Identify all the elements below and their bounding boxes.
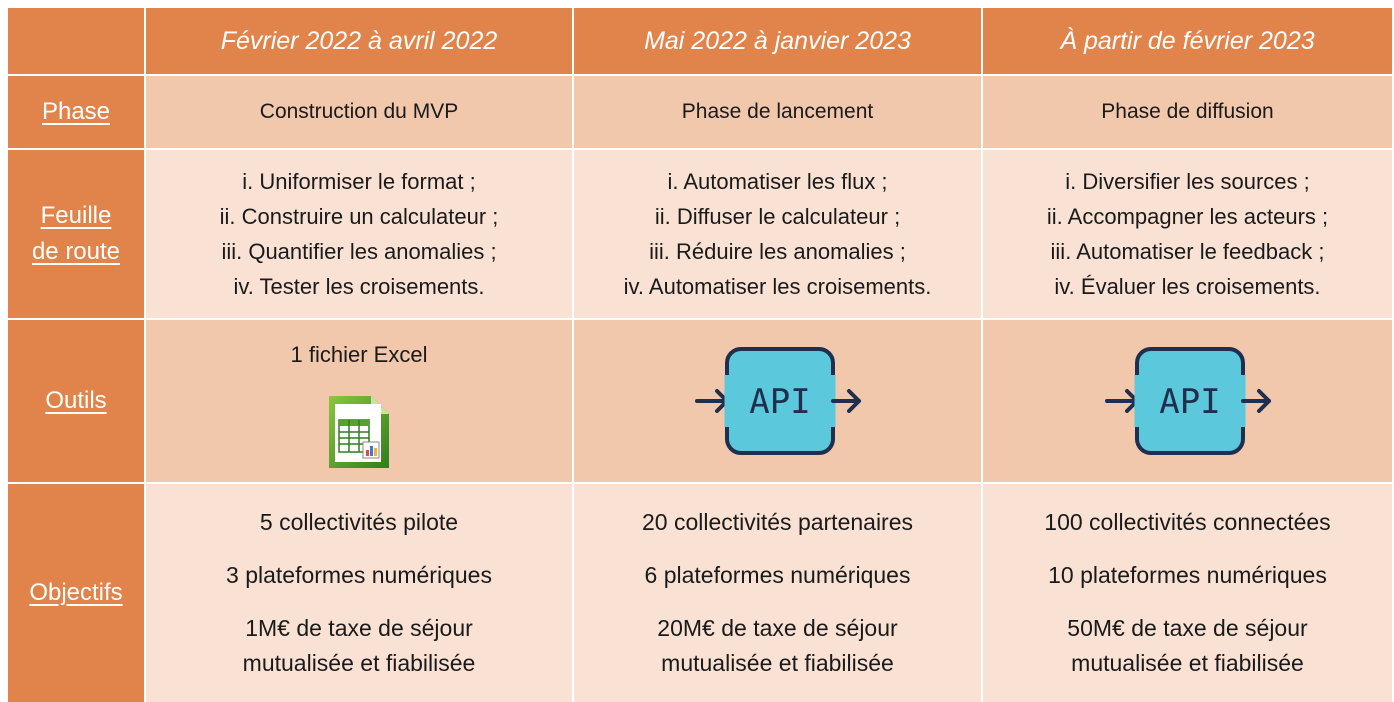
roadmap-item: i. Uniformiser le format ; — [242, 169, 476, 194]
objective-tax-line2: mutualisée et fiabilisée — [242, 650, 476, 676]
row-label-tools-text: Outils — [45, 387, 107, 414]
header-period-3: À partir de février 2023 — [983, 8, 1392, 74]
objective-platforms: 6 plateformes numériques — [644, 562, 911, 588]
roadmap-item: ii. Construire un calculateur ; — [219, 204, 499, 229]
row-label-tools: Outils — [8, 320, 144, 482]
api-text: API — [749, 382, 810, 422]
objective-tax-line2: mutualisée et fiabilisée — [661, 650, 894, 676]
objectives-cell-1: 5 collectivités pilote 3 plateformes num… — [146, 484, 572, 702]
header-corner — [8, 8, 144, 74]
objectives-cell-2: 20 collectivités partenaires 6 plateform… — [574, 484, 981, 702]
roadmap-item: ii. Accompagner les acteurs ; — [1046, 204, 1329, 229]
row-label-roadmap: Feuille de route — [8, 150, 144, 318]
objective-tax-line1: 1M€ de taxe de séjour — [245, 615, 473, 641]
row-label-roadmap-line2: de route — [31, 238, 121, 265]
objective-collectivities: 5 collectivités pilote — [259, 509, 459, 535]
roadmap-cell-1: i. Uniformiser le format ; ii. Construir… — [146, 150, 572, 318]
objective-collectivities: 20 collectivités partenaires — [641, 509, 914, 535]
phase-cell-3: Phase de diffusion — [983, 76, 1392, 148]
tools-cell-2: API — [574, 320, 981, 482]
api-text: API — [1159, 382, 1220, 422]
roadmap-item: iv. Évaluer les croisements. — [1054, 274, 1321, 299]
roadmap-cell-3: i. Diversifier les sources ; ii. Accompa… — [983, 150, 1392, 318]
header-period-1: Février 2022 à avril 2022 — [146, 8, 572, 74]
objective-collectivities: 100 collectivités connectées — [1044, 509, 1331, 535]
tool-label-excel: 1 fichier Excel — [290, 342, 428, 367]
roadmap-item: iii. Quantifier les anomalies ; — [221, 239, 497, 264]
api-icon: API — [1104, 347, 1271, 455]
tools-cell-1: 1 fichier Excel — [146, 320, 572, 482]
objective-tax-line2: mutualisée et fiabilisée — [1071, 650, 1304, 676]
objective-tax-line1: 50M€ de taxe de séjour — [1067, 615, 1308, 641]
objective-tax-line1: 20M€ de taxe de séjour — [657, 615, 898, 641]
row-label-phase-text: Phase — [41, 98, 111, 125]
roadmap-item: iii. Automatiser le feedback ; — [1050, 239, 1325, 264]
roadmap-item: i. Diversifier les sources ; — [1065, 169, 1310, 194]
roadmap-item: iv. Tester les croisements. — [233, 274, 485, 299]
roadmap-item: i. Automatiser les flux ; — [667, 169, 888, 194]
spreadsheet-icon — [329, 396, 389, 468]
row-label-objectives-text: Objectifs — [29, 579, 123, 606]
tools-cell-3: API — [983, 320, 1392, 482]
roadmap-item: iv. Automatiser les croisements. — [623, 274, 932, 299]
roadmap-cell-2: i. Automatiser les flux ; ii. Diffuser l… — [574, 150, 981, 318]
roadmap-item: iii. Réduire les anomalies ; — [649, 239, 906, 264]
phase-cell-2: Phase de lancement — [574, 76, 981, 148]
roadmap-item: ii. Diffuser le calculateur ; — [654, 204, 901, 229]
objective-platforms: 3 plateformes numériques — [226, 562, 492, 588]
header-period-2: Mai 2022 à janvier 2023 — [574, 8, 981, 74]
phase-cell-1: Construction du MVP — [146, 76, 572, 148]
roadmap-table: Février 2022 à avril 2022 Mai 2022 à jan… — [8, 8, 1392, 702]
row-label-roadmap-line1: Feuille — [40, 202, 112, 229]
row-label-objectives: Objectifs — [8, 484, 144, 702]
api-icon: API — [694, 347, 861, 455]
objectives-cell-3: 100 collectivités connectées 10 platefor… — [983, 484, 1392, 702]
objective-platforms: 10 plateformes numériques — [1048, 562, 1327, 588]
row-label-phase: Phase — [8, 76, 144, 148]
